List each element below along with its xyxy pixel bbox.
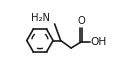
Text: O: O: [77, 16, 85, 26]
Text: OH: OH: [90, 37, 107, 47]
Text: H₂N: H₂N: [31, 13, 51, 23]
